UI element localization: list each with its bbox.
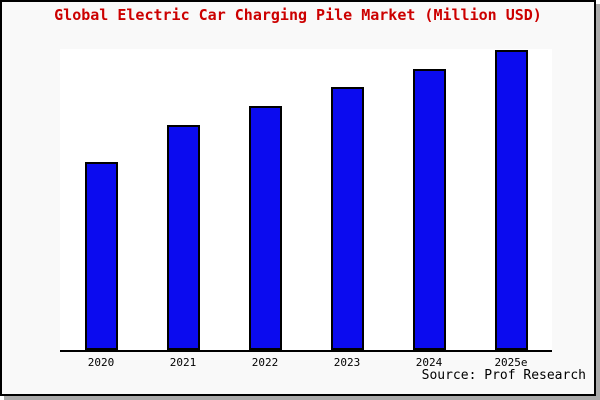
chart-title: Global Electric Car Charging Pile Market… (54, 6, 542, 24)
source-credit: Source: Prof Research (421, 368, 586, 383)
x-tick-label: 2023 (333, 356, 361, 369)
x-tick-label: 2024 (415, 356, 443, 369)
x-tick-label: 2020 (87, 356, 115, 369)
x-tick-label: 2021 (169, 356, 197, 369)
bar (84, 161, 118, 350)
plot-area (60, 49, 552, 352)
bar (494, 50, 528, 350)
bar (166, 125, 200, 350)
bar-slot (142, 49, 224, 350)
bar (248, 106, 282, 350)
bar-slot (388, 49, 470, 350)
x-axis-tick-row: 2020 2021 2022 2023 2024 2025e (60, 352, 552, 370)
bar-slot (470, 49, 552, 350)
x-tick-label: 2025e (494, 356, 528, 369)
bar-slot (60, 49, 142, 350)
bar-slot (306, 49, 388, 350)
bar (412, 68, 446, 350)
bar-slot (224, 49, 306, 350)
bar (330, 86, 364, 350)
x-tick-label: 2022 (251, 356, 279, 369)
